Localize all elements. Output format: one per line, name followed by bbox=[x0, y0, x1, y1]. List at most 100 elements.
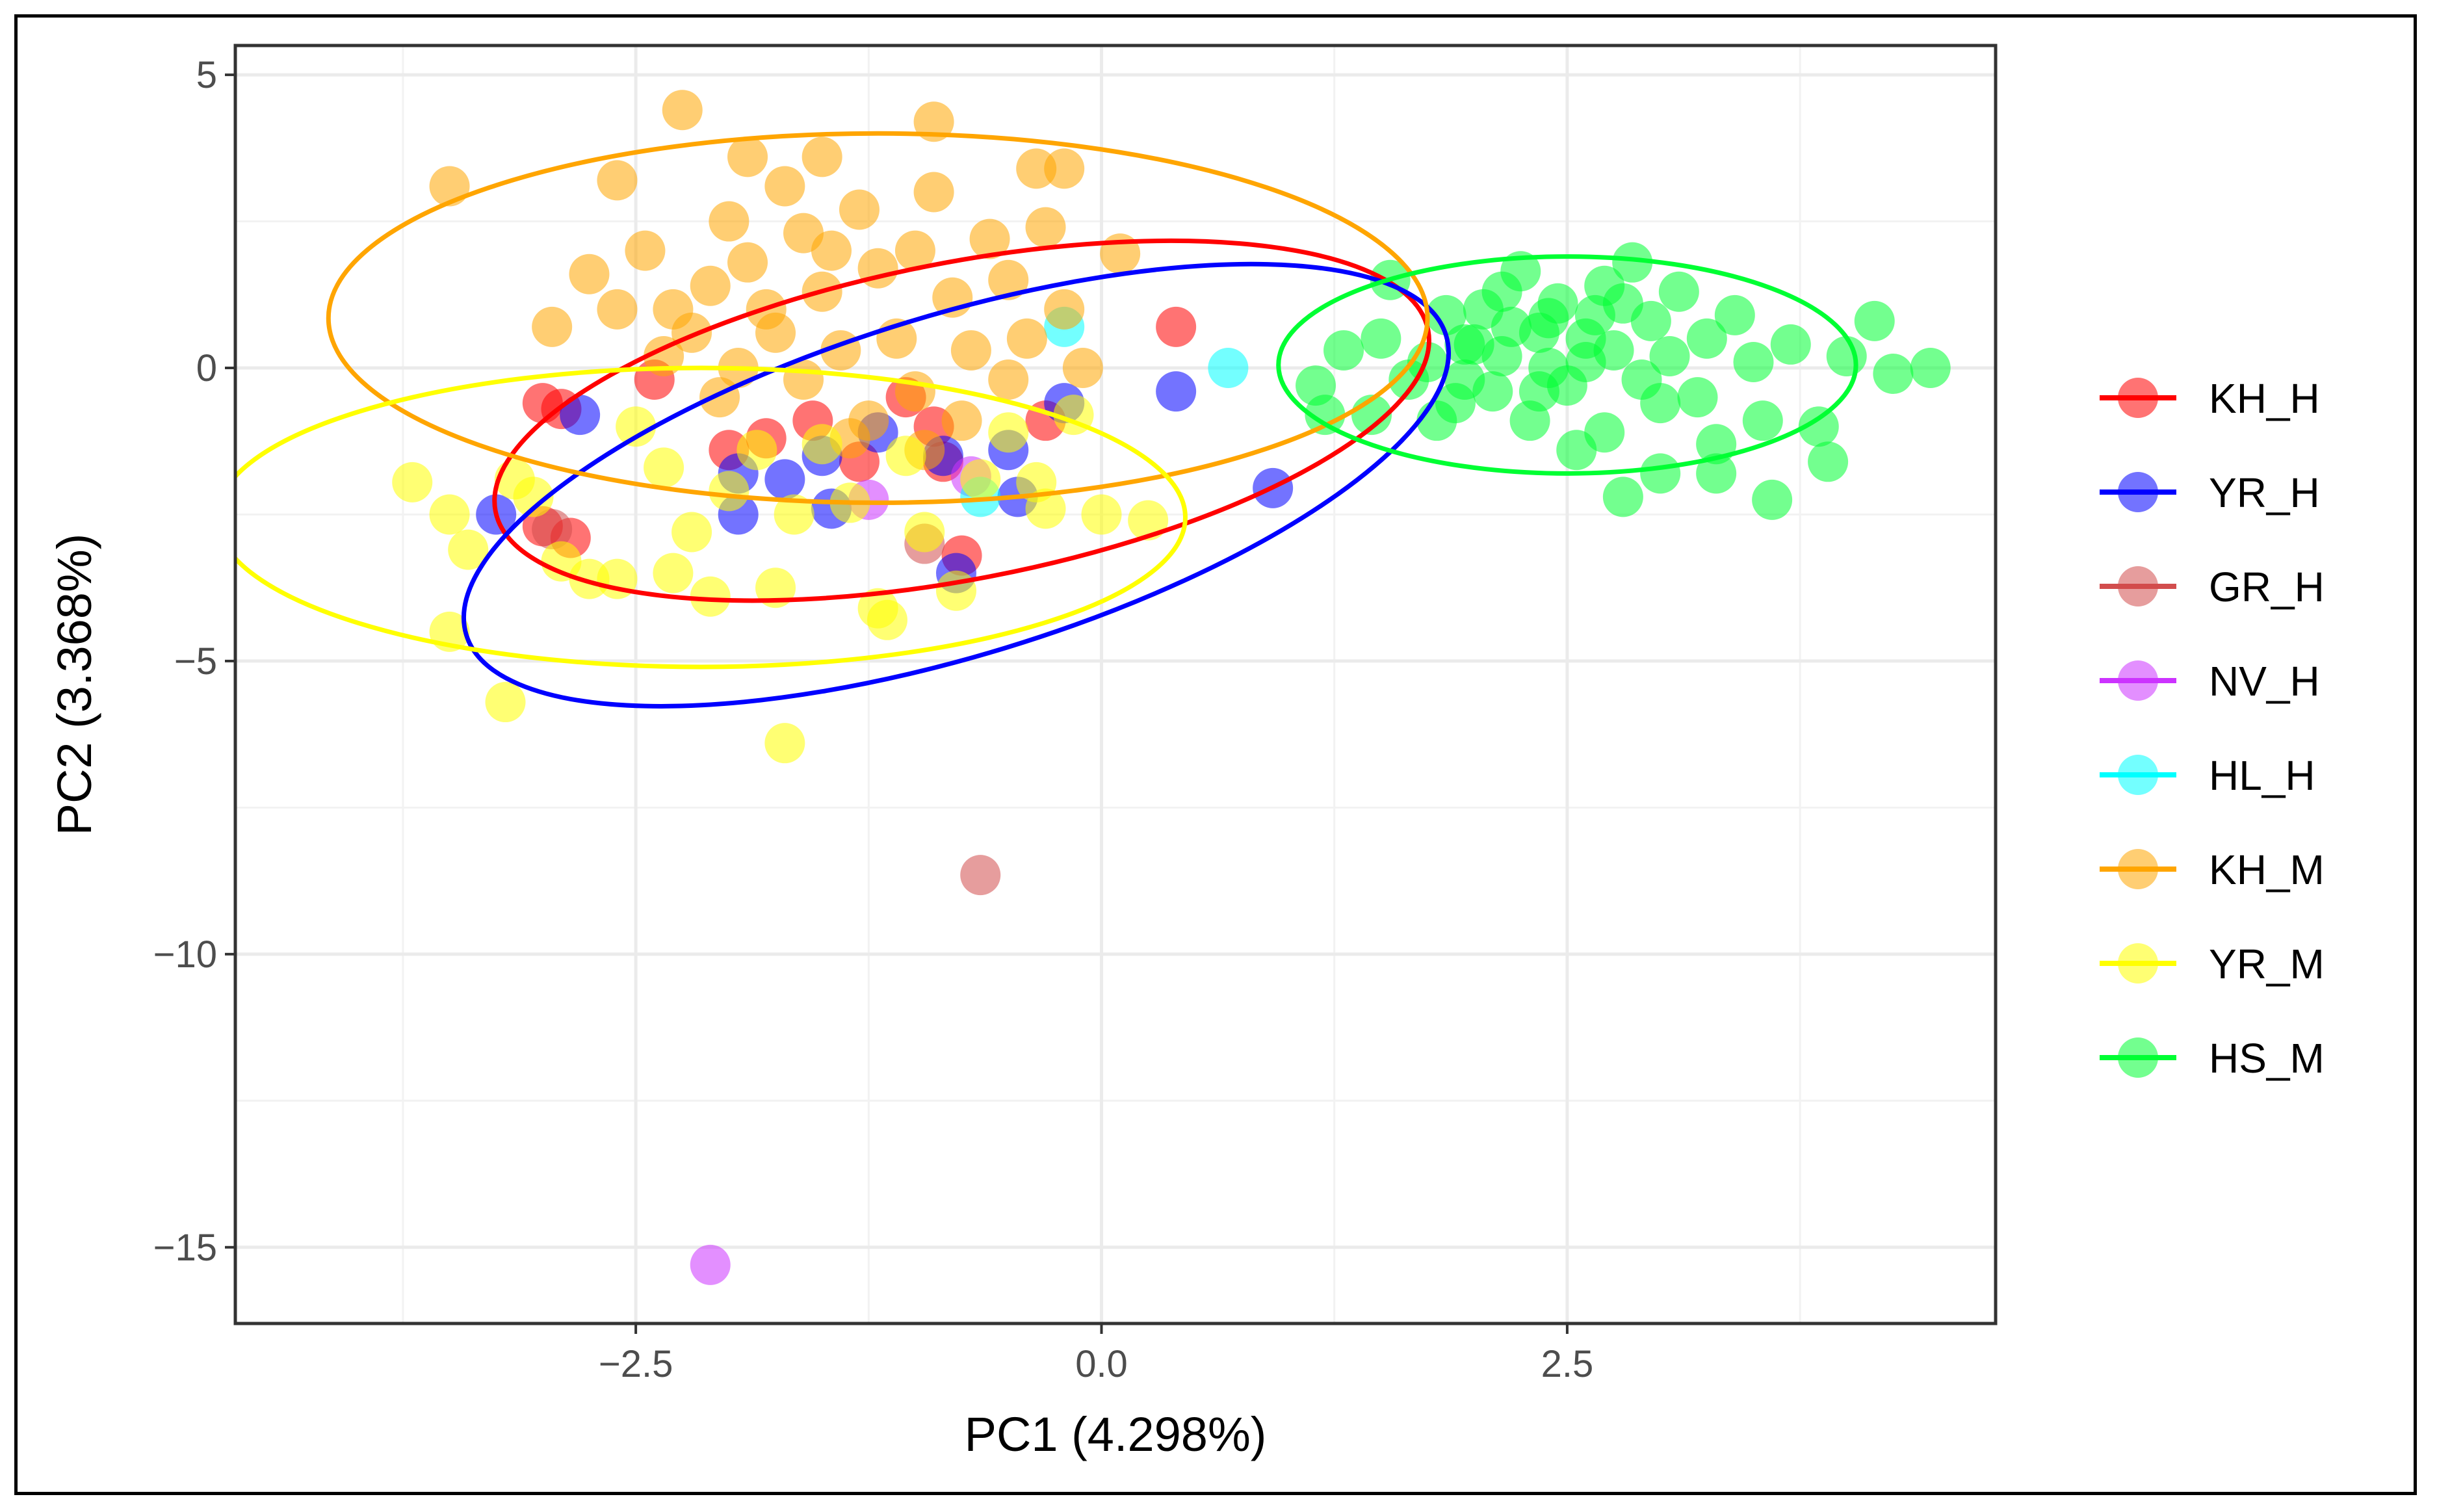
data-point-yr-m bbox=[513, 476, 554, 517]
data-point-yr-m bbox=[960, 459, 1001, 500]
data-point-kh-m bbox=[755, 312, 796, 353]
data-point-yr-m bbox=[904, 512, 945, 553]
ellipse-yr-h bbox=[462, 261, 1451, 709]
data-point-yr-m bbox=[485, 682, 526, 723]
y-tick-label: 0 bbox=[196, 347, 217, 389]
legend-key-point bbox=[2118, 472, 2158, 512]
data-point-yr-m bbox=[1081, 494, 1122, 535]
data-point-kh-m bbox=[671, 312, 712, 353]
data-point-kh-m bbox=[764, 166, 805, 207]
legend-label-yr-m: YR_M bbox=[2209, 941, 2325, 987]
data-point-yr-h bbox=[1156, 371, 1197, 412]
data-point-hs-m bbox=[1640, 453, 1681, 494]
data-point-kh-m bbox=[839, 189, 880, 230]
legend-key-point bbox=[2118, 755, 2158, 795]
data-point-kh-h bbox=[1156, 306, 1197, 347]
data-point-kh-m bbox=[1006, 318, 1047, 359]
data-point-yr-h bbox=[560, 395, 601, 436]
x-axis-title: PC1 (4.298%) bbox=[965, 1407, 1267, 1461]
data-point-hs-m bbox=[1528, 298, 1569, 339]
data-point-gr-h bbox=[532, 509, 573, 550]
legend-label-hs-m: HS_M bbox=[2209, 1035, 2325, 1082]
data-point-kh-m bbox=[690, 265, 731, 306]
data-point-kh-m bbox=[1016, 148, 1057, 189]
data-point-nv-h bbox=[690, 1244, 731, 1285]
data-point-hs-m bbox=[1612, 242, 1653, 283]
data-point-kh-m bbox=[597, 289, 638, 330]
data-point-yr-h bbox=[764, 459, 805, 500]
data-point-hs-m bbox=[1305, 395, 1346, 436]
data-point-kh-m bbox=[727, 242, 768, 283]
data-point-hs-m bbox=[1770, 324, 1811, 365]
data-point-yr-m bbox=[867, 599, 907, 640]
data-point-yr-m bbox=[569, 558, 610, 599]
data-point-yr-m bbox=[653, 553, 694, 593]
data-point-yr-m bbox=[988, 412, 1029, 453]
legend-key-point bbox=[2118, 566, 2158, 606]
data-point-kh-m bbox=[913, 101, 954, 142]
x-tick-label: −2.5 bbox=[599, 1343, 673, 1385]
data-point-hs-m bbox=[1472, 371, 1513, 412]
data-point-hs-m bbox=[1798, 406, 1839, 447]
data-point-kh-m bbox=[894, 230, 935, 271]
data-point-kh-m bbox=[1025, 207, 1066, 248]
legend-label-kh-m: KH_M bbox=[2209, 846, 2325, 893]
data-point-kh-m bbox=[988, 259, 1029, 300]
data-point-gr-h bbox=[960, 855, 1001, 896]
data-point-hs-m bbox=[1714, 294, 1755, 335]
data-point-hs-m bbox=[1826, 335, 1867, 376]
data-point-kh-m bbox=[662, 90, 703, 131]
data-point-hs-m bbox=[1565, 341, 1606, 382]
y-tick-label: −10 bbox=[153, 933, 217, 976]
plot-panel-border bbox=[233, 44, 1998, 1325]
data-point-yr-m bbox=[671, 512, 712, 553]
data-point-kh-m bbox=[1044, 289, 1085, 330]
data-point-kh-m bbox=[913, 172, 954, 213]
confidence-ellipses bbox=[235, 131, 1858, 709]
ellipse-yr-m bbox=[235, 365, 1188, 670]
data-point-yr-m bbox=[774, 494, 815, 535]
data-point-kh-m bbox=[941, 400, 982, 441]
data-point-kh-m bbox=[969, 218, 1010, 259]
data-point-yr-m bbox=[690, 576, 731, 617]
data-point-hs-m bbox=[1584, 412, 1625, 453]
data-point-kh-m bbox=[811, 230, 852, 271]
legend-label-yr-h: YR_H bbox=[2209, 469, 2320, 516]
legend: KH_H YR_H GR_H NV_H HL_H KH_M YR_M HS_M bbox=[2100, 375, 2325, 1082]
data-point-kh-m bbox=[727, 137, 768, 177]
data-point-hs-m bbox=[1416, 400, 1457, 441]
data-point-hs-m bbox=[1854, 300, 1895, 341]
data-point-hs-m bbox=[1630, 300, 1671, 341]
data-point-hs-m bbox=[1584, 265, 1625, 306]
legend-key-point bbox=[2118, 849, 2158, 889]
data-point-hs-m bbox=[1752, 479, 1793, 520]
data-point-yr-m bbox=[709, 471, 749, 512]
legend-label-kh-h: KH_H bbox=[2209, 375, 2320, 422]
data-point-yr-m bbox=[736, 430, 777, 471]
data-point-kh-m bbox=[569, 254, 610, 294]
axes: −2.5 0.0 2.5 5 0 −5 −10 −15 bbox=[153, 54, 1594, 1385]
data-point-yr-m bbox=[935, 570, 976, 611]
data-point-hs-m bbox=[1426, 294, 1466, 335]
data-point-hs-m bbox=[1658, 271, 1699, 312]
data-point-kh-m bbox=[894, 371, 935, 412]
data-point-kh-m bbox=[597, 160, 638, 201]
data-point-hl-h bbox=[1208, 348, 1249, 389]
data-point-kh-m bbox=[988, 359, 1029, 400]
data-point-hs-m bbox=[1808, 441, 1849, 482]
data-point-yr-m bbox=[764, 723, 805, 764]
legend-label-nv-h: NV_H bbox=[2209, 658, 2320, 705]
data-point-kh-m bbox=[625, 230, 666, 271]
x-tick-label: 0.0 bbox=[1075, 1343, 1128, 1385]
data-point-kh-m bbox=[1062, 348, 1103, 389]
legend-label-hl-h: HL_H bbox=[2209, 752, 2315, 799]
data-point-kh-m bbox=[1044, 148, 1085, 189]
data-point-kh-m bbox=[709, 201, 749, 242]
legend-label-gr-h: GR_H bbox=[2209, 564, 2325, 610]
data-point-yr-m bbox=[429, 494, 470, 535]
data-point-yr-m bbox=[448, 529, 489, 570]
data-point-yr-m bbox=[1128, 500, 1169, 541]
x-tick-label: 2.5 bbox=[1541, 1343, 1594, 1385]
ellipse-hs-m bbox=[1276, 254, 1858, 476]
